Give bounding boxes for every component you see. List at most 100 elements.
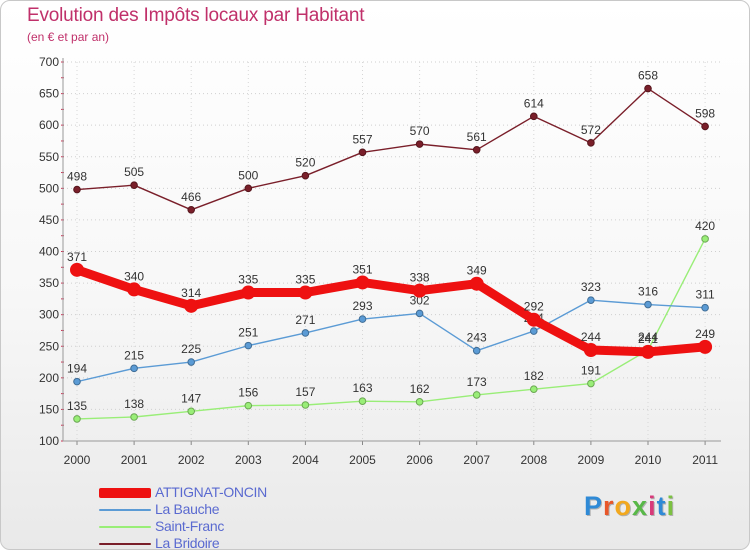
data-label: 658 (638, 69, 658, 83)
data-point (698, 339, 713, 354)
series-line-2 (76, 238, 706, 420)
logo-letter: i (666, 491, 676, 521)
data-point (241, 285, 256, 300)
data-point (472, 391, 481, 399)
legend-label: ATTIGNAT-ONCIN (155, 484, 267, 500)
data-point (244, 401, 253, 410)
data-point (358, 148, 367, 157)
data-point (530, 112, 538, 121)
data-point (301, 329, 310, 337)
data-label: 338 (410, 271, 430, 285)
data-point (472, 146, 481, 154)
x-tick-label: 2003 (235, 453, 262, 467)
y-tick-label: 500 (39, 181, 59, 195)
data-point (73, 377, 81, 386)
data-point (641, 344, 655, 359)
series-line-0 (72, 265, 710, 357)
data-point (73, 415, 81, 423)
x-tick-label: 2000 (64, 453, 91, 467)
data-label: 557 (352, 132, 372, 146)
x-tick-label: 2009 (578, 453, 605, 467)
data-label: 194 (67, 362, 87, 376)
data-label: 314 (181, 286, 201, 300)
y-tick-label: 200 (39, 371, 59, 385)
data-point (701, 235, 709, 243)
x-tick-label: 2005 (349, 453, 376, 467)
data-label: 598 (695, 106, 715, 120)
data-point (530, 327, 538, 335)
legend-swatch (99, 509, 151, 511)
data-point (644, 300, 652, 309)
data-label: 163 (352, 381, 372, 395)
y-tick-label: 250 (39, 339, 59, 353)
data-point (415, 398, 424, 406)
data-label: 156 (238, 386, 258, 400)
data-label: 225 (181, 342, 201, 356)
data-label: 173 (467, 375, 487, 389)
data-point (412, 283, 427, 298)
data-label: 244 (638, 330, 658, 344)
proxiti-logo: Proxiti (584, 491, 675, 522)
logo-letter: t (656, 491, 667, 521)
data-label: 249 (695, 327, 715, 341)
legend-swatch (99, 543, 151, 545)
logo-letter: r (603, 491, 615, 521)
data-label: 614 (524, 96, 544, 110)
data-point (244, 184, 253, 193)
data-point (301, 171, 310, 180)
data-point (358, 397, 367, 406)
data-label: 335 (295, 273, 315, 287)
y-tick-label: 300 (39, 308, 59, 322)
legend-label: La Bauche (155, 501, 220, 517)
data-point (587, 139, 595, 147)
data-label: 340 (124, 269, 144, 283)
y-tick-label: 550 (39, 150, 59, 164)
chart-subtitle: (en € et par an) (27, 30, 110, 44)
data-point (415, 140, 424, 148)
series-line-3 (76, 87, 706, 211)
data-label: 271 (295, 313, 315, 327)
y-tick-label: 600 (39, 118, 59, 132)
data-point (130, 364, 138, 373)
legend-swatch (99, 488, 151, 498)
data-point (644, 84, 652, 93)
y-tick-label: 450 (39, 213, 59, 227)
logo-letter: o (614, 491, 633, 521)
chart-title: Evolution des Impôts locaux par Habitant (27, 5, 365, 26)
data-label: 182 (524, 369, 544, 383)
data-point (469, 276, 484, 291)
logo-letter: i (648, 491, 657, 521)
data-point (587, 296, 595, 304)
data-label: 162 (410, 382, 430, 396)
x-tick-label: 2010 (635, 453, 662, 467)
data-point (701, 122, 709, 131)
data-label: 420 (695, 219, 715, 233)
data-label: 561 (467, 130, 487, 144)
x-tick-label: 2006 (406, 453, 433, 467)
data-label: 215 (124, 348, 144, 362)
data-label: 323 (581, 280, 601, 294)
y-tick-label: 700 (39, 55, 59, 69)
data-label: 572 (581, 123, 601, 137)
data-label: 498 (67, 170, 87, 184)
data-label: 500 (238, 168, 258, 182)
logo-letter: P (584, 491, 604, 521)
data-point (130, 181, 138, 189)
data-point (244, 341, 253, 350)
data-point (184, 298, 199, 313)
data-label: 157 (295, 385, 315, 399)
data-label: 349 (467, 264, 487, 278)
x-tick-label: 2002 (178, 453, 205, 467)
data-label: 570 (410, 124, 430, 138)
data-label: 292 (524, 300, 544, 314)
y-tick-label: 150 (39, 402, 59, 416)
y-tick-label: 100 (39, 434, 59, 448)
data-label: 466 (181, 190, 201, 204)
data-label: 191 (581, 364, 601, 378)
data-point (701, 303, 709, 312)
data-point (530, 385, 538, 394)
data-point (187, 407, 195, 416)
x-tick-label: 2008 (520, 453, 547, 467)
data-label: 316 (638, 285, 658, 299)
